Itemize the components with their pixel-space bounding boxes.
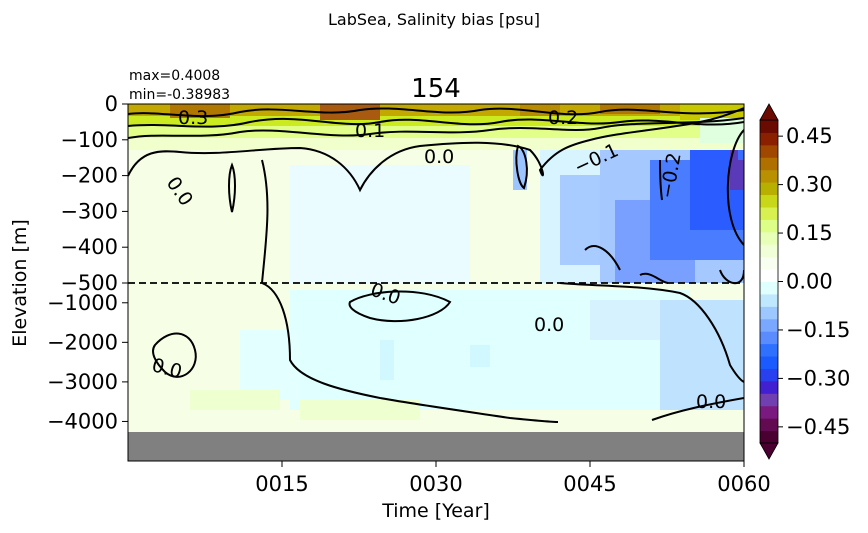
x-tick-label: 0060 xyxy=(717,472,770,496)
colorbar-tick-label: −0.45 xyxy=(786,415,850,439)
contour-label: 0.0 xyxy=(424,146,454,168)
x-axis-label: Time [Year] xyxy=(381,500,490,522)
contour-label: 0.0 xyxy=(534,314,564,336)
colorbar-segment xyxy=(760,256,778,270)
colorbar-tick-label: −0.15 xyxy=(786,318,850,342)
y-tick-label: −400 xyxy=(60,235,118,259)
colorbar-segment xyxy=(760,293,778,307)
colorbar-segment xyxy=(760,194,778,208)
colorbar-segment xyxy=(760,182,778,196)
colorbar-segment xyxy=(760,169,778,183)
colorbar-segment xyxy=(760,281,778,295)
y-axis-label: Elevation [m] xyxy=(9,219,31,347)
colorbar-segment xyxy=(760,380,778,394)
colorbar-segment xyxy=(760,356,778,369)
colorbar-segment xyxy=(760,219,778,233)
suptitle: LabSea, Salinity bias [psu] xyxy=(328,10,540,29)
colorbar-segment xyxy=(760,405,778,419)
colorbar-segment xyxy=(760,306,778,320)
colorbar-tick-label: −0.30 xyxy=(786,366,850,390)
x-tick-label: 0045 xyxy=(563,472,616,496)
x-axis: 0015 0030 0045 0060 xyxy=(255,461,771,496)
plot-title: 154 xyxy=(411,74,461,104)
y-tick-label: 0 xyxy=(105,92,118,116)
colorbar-segment xyxy=(760,418,778,432)
colorbar-segment xyxy=(760,206,778,220)
contour-lines xyxy=(128,107,744,423)
colorbar-segment xyxy=(760,393,778,407)
colorbar-segment xyxy=(760,430,778,444)
colorbar-segment xyxy=(760,318,778,332)
y-tick-label: −1000 xyxy=(47,291,118,315)
colorbar-segment xyxy=(760,231,778,245)
min-label: min=-0.38983 xyxy=(129,87,230,103)
salinity-field: 0.3 0.1 0.2 0.0 −0.1 −0.2 0.0 0.0 0.0 0.… xyxy=(128,104,744,461)
y-tick-label: −3000 xyxy=(47,370,118,394)
colorbar-segment xyxy=(760,343,778,357)
y-tick-label: −300 xyxy=(60,199,118,223)
x-tick-label: 0015 xyxy=(255,472,308,496)
colorbar-segment xyxy=(760,331,778,345)
colorbar-tick-label: 0.00 xyxy=(786,270,833,294)
colorbar-tick-label: 0.15 xyxy=(786,221,833,245)
colorbar-segment xyxy=(760,144,778,158)
y-tick-label: −500 xyxy=(60,271,118,295)
x-tick-label: 0030 xyxy=(409,472,462,496)
contour-label: 0.2 xyxy=(548,107,578,129)
contour-label: 0.0 xyxy=(696,391,726,413)
colorbar-extend-max xyxy=(759,103,779,121)
contour-label: 0.1 xyxy=(355,120,385,142)
y-axis: 0 −100 −200 −300 −400 −500−1000 −2000 −3000 −400… xyxy=(47,92,128,433)
colorbar-segment xyxy=(760,244,778,258)
y-tick-label: −100 xyxy=(60,128,118,152)
colorbar-segment xyxy=(760,368,778,382)
colorbar-segment xyxy=(760,157,778,171)
colorbar-segment xyxy=(760,132,778,146)
colorbar-tick-label: 0.30 xyxy=(786,173,833,197)
colorbar-segment xyxy=(760,269,778,282)
contour-label: 0.3 xyxy=(178,107,208,129)
y-tick-label: −4000 xyxy=(47,409,118,433)
max-label: max=0.4008 xyxy=(129,68,220,84)
y-tick-label: −200 xyxy=(60,164,118,188)
colorbar-extend-min xyxy=(759,442,779,460)
colorbar-segment xyxy=(760,120,778,133)
land-mask xyxy=(128,432,744,461)
y-tick-label: −2000 xyxy=(47,330,118,354)
colorbar-tick-label: 0.45 xyxy=(786,124,833,148)
colorbar: 0.45 0.30 0.15 0.00 −0.15 −0.30 −0.45 xyxy=(759,103,850,460)
